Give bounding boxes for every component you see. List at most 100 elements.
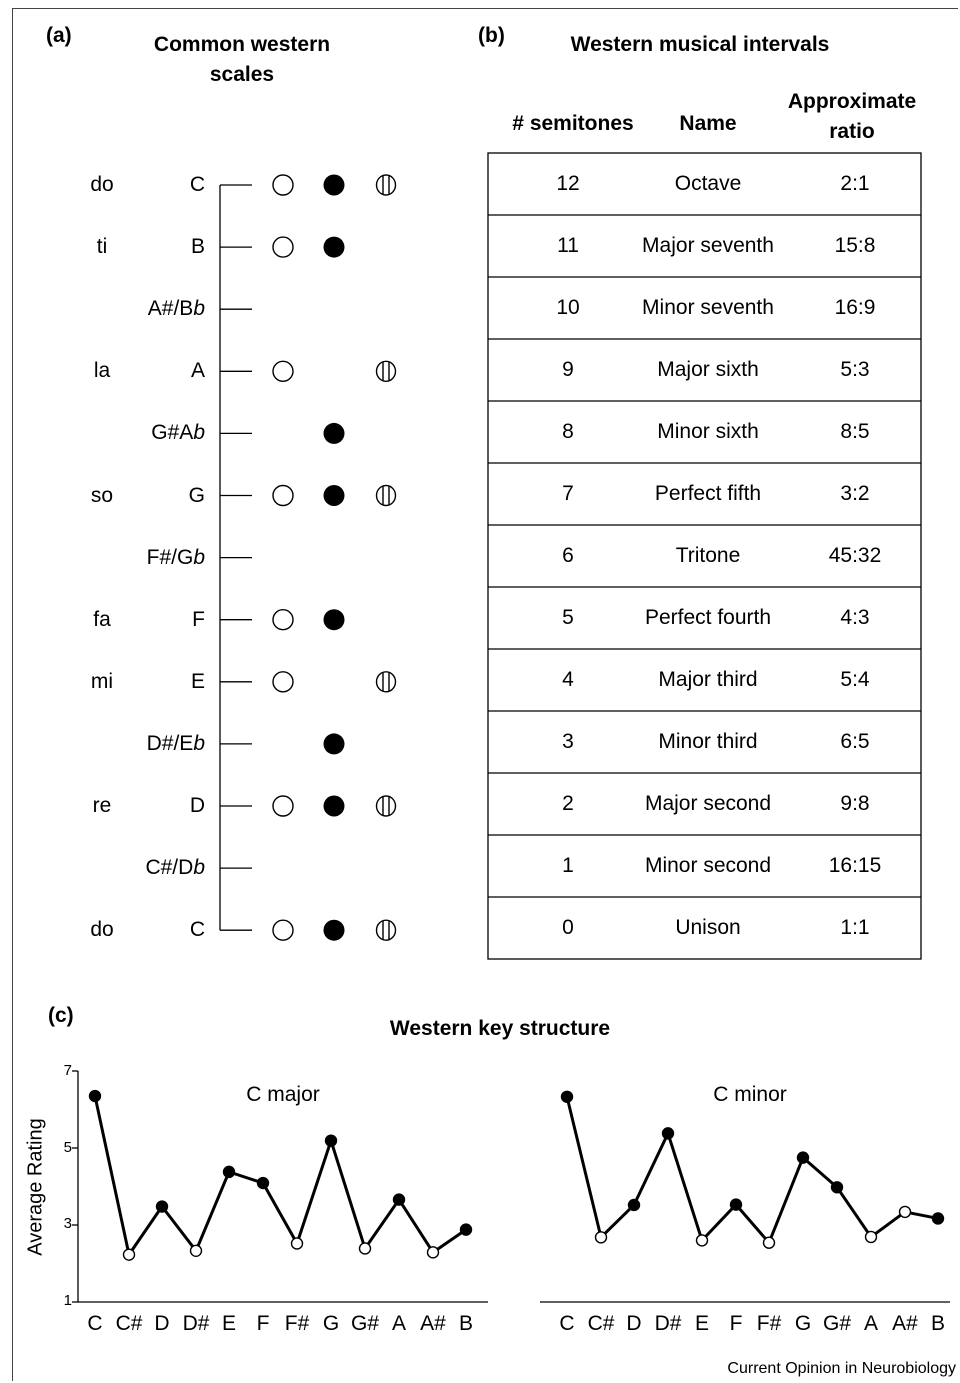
note-label: A <box>190 359 205 383</box>
ratio-cell: 5:4 <box>840 668 870 691</box>
note-label: E <box>190 669 205 693</box>
minor-scale-filled-circle <box>323 733 345 755</box>
semitones-cell: 4 <box>562 668 574 691</box>
major-scale-open-circle <box>272 236 294 258</box>
major-scale-open-circle <box>272 609 294 631</box>
semitones-cell: 10 <box>556 296 580 319</box>
major-scale-open-circle <box>272 671 294 693</box>
solfege-label: do <box>90 173 114 196</box>
c-major-point-out-of-key <box>358 1242 372 1255</box>
interval-name-cell: Perfect fourth <box>644 606 772 629</box>
c-major-x-tick: D# <box>182 1312 210 1335</box>
chart-major-title: C major <box>246 1083 320 1106</box>
header-ratio-line2: ratio <box>829 120 875 143</box>
c-major-x-tick: C <box>87 1312 103 1335</box>
pentatonic-striped-circle <box>375 174 397 196</box>
major-scale-open-circle <box>272 795 294 817</box>
pentatonic-striped-circle <box>375 484 397 507</box>
c-minor-point-in-key <box>796 1151 810 1164</box>
c-minor-x-tick: D <box>626 1312 642 1335</box>
c-major-series-line <box>93 1095 467 1257</box>
ratio-cell: 16:9 <box>834 296 876 319</box>
c-minor-point-out-of-key <box>864 1230 878 1244</box>
interval-name-cell: Minor second <box>644 854 772 877</box>
solfege-label: so <box>90 483 114 507</box>
panel-a-title-line2: scales <box>209 63 275 86</box>
c-major-point-in-key <box>324 1134 338 1147</box>
semitones-cell: 5 <box>562 606 574 629</box>
semitones-cell: 7 <box>562 482 574 505</box>
c-minor-point-in-key <box>830 1181 844 1194</box>
c-major-point-in-key <box>88 1089 102 1103</box>
header-ratio-line1: Approximate <box>787 90 917 113</box>
c-minor-point-out-of-key <box>762 1236 776 1249</box>
c-major-x-tick: E <box>221 1312 237 1335</box>
major-scale-open-circle <box>272 360 294 382</box>
c-major-x-tick: A <box>391 1312 407 1335</box>
note-label: G <box>188 483 205 507</box>
ratio-cell: 6:5 <box>840 730 870 753</box>
note-label: D#/Eb <box>146 731 205 755</box>
semitones-cell: 11 <box>557 234 579 257</box>
semitones-cell: 12 <box>556 172 580 195</box>
note-label: F#/Gb <box>146 545 205 569</box>
c-major-x-tick: F <box>256 1312 270 1335</box>
major-scale-open-circle <box>272 919 294 941</box>
interval-name-cell: Major second <box>644 792 772 815</box>
c-minor-point-out-of-key <box>594 1231 608 1244</box>
c-major-x-tick: F# <box>284 1312 310 1335</box>
interval-name-cell: Perfect fifth <box>654 482 762 505</box>
solfege-label: mi <box>90 669 114 693</box>
c-major-point-out-of-key <box>189 1244 203 1257</box>
ratio-cell: 5:3 <box>840 358 870 381</box>
c-major-x-tick: A# <box>420 1312 446 1335</box>
semitones-cell: 9 <box>562 358 574 381</box>
pentatonic-striped-circle <box>375 919 397 941</box>
ratio-cell: 45:32 <box>828 544 882 567</box>
semitones-cell: 6 <box>562 544 574 567</box>
header-name: Name <box>679 112 737 135</box>
c-minor-x-tick: D# <box>654 1312 682 1335</box>
c-major-point-in-key <box>222 1165 236 1179</box>
note-label: A#/Bb <box>147 297 205 321</box>
c-major-x-tick: G <box>322 1312 340 1335</box>
c-major-point-in-key <box>459 1223 473 1236</box>
c-major-x-tick: B <box>458 1312 474 1335</box>
panel-b-label: (b) <box>478 24 505 47</box>
interval-name-cell: Minor seventh <box>642 296 774 319</box>
solfege-label: do <box>90 918 114 942</box>
c-major-x-tick: G# <box>350 1312 380 1335</box>
c-minor-x-tick: C <box>559 1312 575 1335</box>
note-label: C#/Db <box>145 856 205 880</box>
note-label: C <box>189 173 205 196</box>
panel-c-title: Western key structure <box>389 1017 611 1040</box>
ratio-cell: 2:1 <box>840 172 870 195</box>
interval-name-cell: Tritone <box>675 544 741 567</box>
minor-scale-filled-circle <box>323 174 345 196</box>
note-label: F <box>192 607 205 631</box>
c-minor-x-tick: F# <box>756 1312 782 1335</box>
panel-a-label: (a) <box>46 24 72 47</box>
c-minor-x-tick: C# <box>587 1312 615 1335</box>
c-minor-point-out-of-key <box>898 1205 912 1219</box>
panel-a-title-line1: Common western <box>153 33 331 56</box>
c-minor-point-in-key <box>729 1198 743 1211</box>
major-scale-open-circle <box>272 174 294 196</box>
ratio-cell: 8:5 <box>840 420 870 443</box>
c-minor-point-in-key <box>661 1127 675 1140</box>
interval-name-cell: Major sixth <box>657 358 759 381</box>
c-minor-x-tick: F <box>729 1312 743 1335</box>
minor-scale-filled-circle <box>323 919 345 941</box>
c-major-point-out-of-key <box>426 1246 440 1259</box>
y-tick-7: 7 <box>63 1062 72 1079</box>
note-label: C <box>189 918 205 942</box>
c-minor-x-tick: G# <box>822 1312 852 1335</box>
minor-scale-filled-circle <box>323 795 345 817</box>
interval-table-border <box>487 152 922 960</box>
y-tick-5: 5 <box>63 1139 72 1156</box>
interval-name-cell: Octave <box>674 172 742 195</box>
c-minor-x-tick: B <box>930 1312 946 1335</box>
interval-name-cell: Minor sixth <box>657 420 759 443</box>
c-major-point-in-key <box>256 1176 270 1190</box>
